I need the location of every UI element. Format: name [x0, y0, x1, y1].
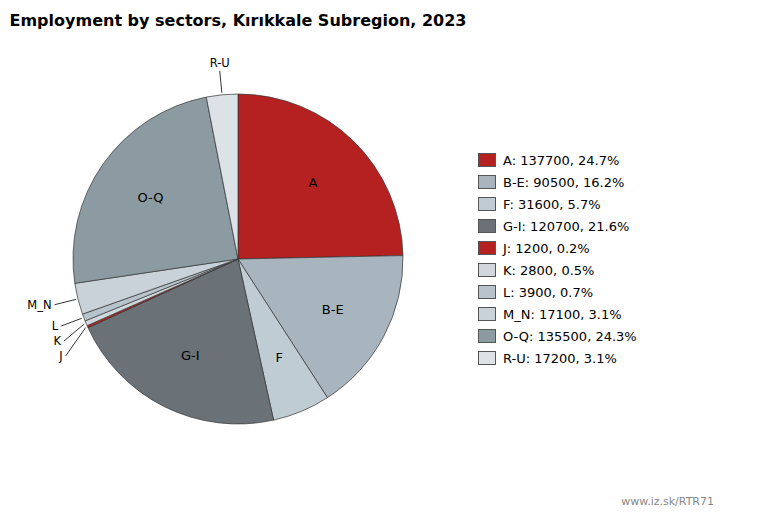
html-text:J: 1200, 0.2%: J: 1200, 0.2%	[503, 240, 590, 256]
svg-text:R-U: R-U	[210, 56, 230, 70]
html-text:O-Q: 135500, 24.3%: O-Q: 135500, 24.3%	[503, 328, 637, 344]
html-text:L: 3900, 0.7%: L: 3900, 0.7%	[503, 284, 594, 300]
svg-text:O-Q: O-Q	[137, 190, 163, 205]
svg-text:L: L	[52, 319, 59, 333]
svg-text:K: K	[53, 334, 61, 348]
svg-text:B-E: B-E	[322, 302, 344, 317]
html-text:A: 137700, 24.7%: A: 137700, 24.7%	[503, 152, 620, 168]
html-text:B-E: 90500, 16.2%: B-E: 90500, 16.2%	[503, 174, 625, 190]
svg-text:J: J	[58, 349, 62, 363]
html-text:www.iz.sk/RTR71: www.iz.sk/RTR71	[621, 495, 714, 508]
svg-text:A: A	[309, 175, 318, 190]
svg-text:M_N: M_N	[27, 298, 51, 312]
html-text:G-I: 120700, 21.6%: G-I: 120700, 21.6%	[503, 218, 630, 234]
html-text:M_N: 17100, 3.1%: M_N: 17100, 3.1%	[503, 306, 622, 322]
svg-text:G-I: G-I	[181, 348, 200, 363]
html-text:Employment by sectors, Kırıkka: Employment by sectors, Kırıkkale Subregi…	[9, 11, 467, 30]
html-text:R-U: 17200, 3.1%: R-U: 17200, 3.1%	[503, 350, 617, 366]
html-text:F: 31600, 5.7%: F: 31600, 5.7%	[503, 196, 601, 212]
svg-text:F: F	[276, 350, 283, 365]
html-text:K: 2800, 0.5%: K: 2800, 0.5%	[503, 262, 595, 278]
